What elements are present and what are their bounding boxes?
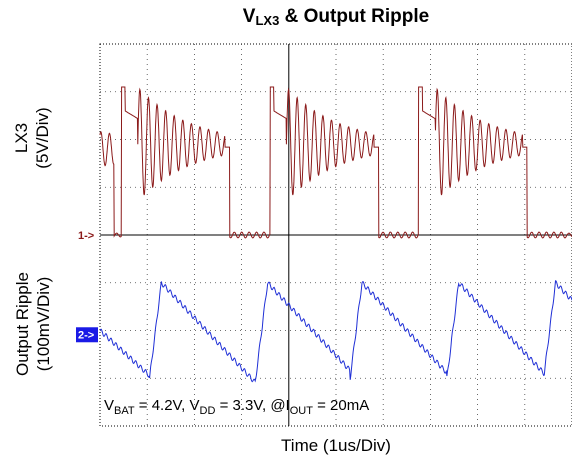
ripple-trace <box>99 280 572 383</box>
plot-frame <box>99 43 572 427</box>
chart-title: VLX3 & Output Ripple <box>100 6 572 28</box>
title-rest: & Output Ripple <box>279 6 430 27</box>
channel-markers: 1-> 2-> <box>76 230 98 343</box>
x-axis-label: Time (1us/Div) <box>281 436 391 455</box>
lx3-trace <box>99 86 572 239</box>
conditions-annotation: VBAT = 4.2V, VDD = 3.3V, @IOUT = 20mA <box>104 397 369 417</box>
title-subscript: LX3 <box>255 13 280 28</box>
traces <box>99 86 572 383</box>
grid <box>99 43 572 427</box>
ch2-marker-bg <box>76 327 98 343</box>
ch1-marker: 1-> <box>78 230 94 242</box>
title-main: V <box>242 6 256 27</box>
ch2-marker: 2-> <box>78 329 94 341</box>
